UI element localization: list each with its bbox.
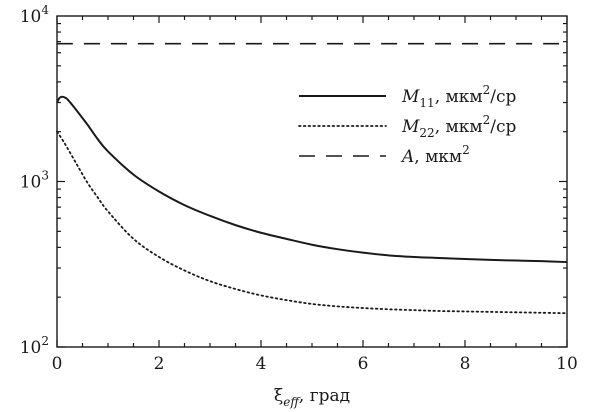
x-axis-label: ξeff, град — [274, 386, 350, 409]
x-axis-ticks: 0 2 4 6 8 10 — [52, 16, 578, 374]
y-axis-ticks: 102 103 104 — [20, 3, 567, 358]
x-tick-label: 4 — [256, 354, 267, 374]
x-tick-label: 10 — [556, 354, 578, 374]
x-tick-label: 6 — [358, 354, 369, 374]
plot-frame — [56, 15, 568, 348]
series-line-2 — [56, 130, 568, 315]
legend-label-2: M22, мкм2/ср — [401, 113, 516, 140]
x-tick-label: 0 — [52, 354, 63, 374]
x-tick-label: 2 — [154, 354, 165, 374]
y-tick-label: 103 — [20, 169, 49, 193]
x-tick-label: 8 — [460, 354, 471, 374]
x-axis-title: ξeff, град — [274, 386, 350, 409]
y-tick-label: 102 — [20, 334, 49, 358]
legend-label-3: A, мкм2 — [400, 143, 470, 167]
y-tick-label: 104 — [20, 3, 50, 27]
legend: M11, мкм2/ср M22, мкм2/ср A, мкм2 — [298, 83, 516, 167]
series-line-1 — [56, 95, 568, 264]
legend-label-1: M11, мкм2/ср — [401, 83, 516, 110]
series-layer — [56, 42, 568, 315]
